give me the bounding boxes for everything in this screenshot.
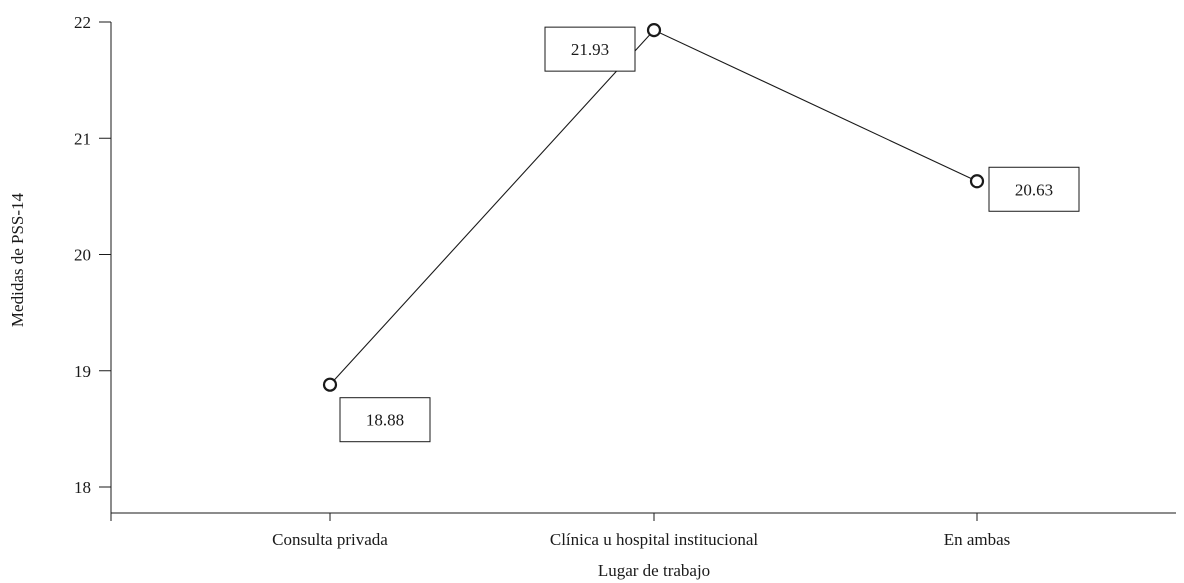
data-label: 21.93 [571,40,609,59]
data-label-box [544,26,636,72]
x-axis-title: Lugar de trabajo [598,561,710,580]
x-tick-label: Clínica u hospital institucional [550,530,759,549]
y-tick-label: 22 [74,13,91,32]
y-tick-label: 20 [74,246,91,265]
y-axis-title: Medidas de PSS-14 [8,192,27,327]
data-label-box [988,166,1080,212]
x-tick-label: Consulta privada [272,530,388,549]
data-point [969,174,985,189]
data-point [322,377,338,392]
y-tick-label: 21 [74,129,91,148]
y-axis: 18 19 20 21 22 [74,13,112,513]
data-point [646,23,662,38]
y-tick-label: 19 [74,362,91,381]
y-tick-label: 18 [74,478,91,497]
data-label: 20.63 [1015,180,1053,199]
x-axis: Consulta privada Clínica u hospital insti… [110,512,1176,549]
data-labels: 18.88 21.93 20.63 [339,26,1080,443]
series-plot [322,23,985,392]
series-line [329,29,978,386]
data-label-box [339,397,431,443]
x-tick-label: En ambas [944,530,1011,549]
data-label: 18.88 [366,411,404,430]
